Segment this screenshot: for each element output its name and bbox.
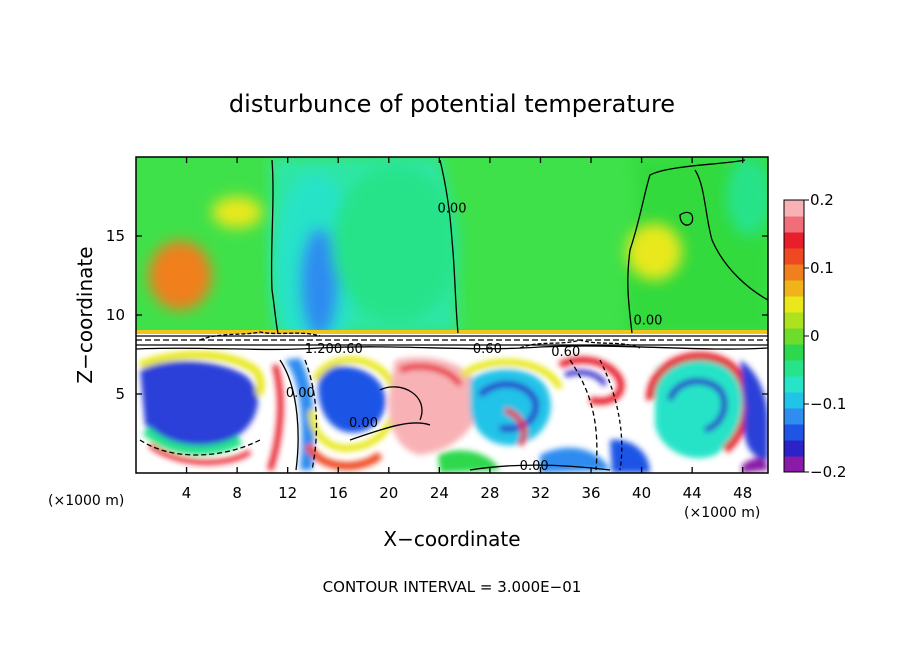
- x-unit-right: (×1000 m): [684, 505, 760, 521]
- cold-swirl-far-right: [655, 356, 743, 459]
- colorbar-tick-label: −0.2: [810, 463, 846, 481]
- colorbar-swatch: [784, 328, 804, 345]
- inversion-band: [136, 333, 768, 353]
- warm-ring-left: [138, 351, 265, 397]
- x-tick-label: 44: [683, 484, 702, 502]
- colorbar-swatch: [784, 376, 804, 393]
- colorbar-swatch: [784, 456, 804, 473]
- cold-pool-left: [140, 360, 258, 448]
- colorbar-tick-label: −0.1: [810, 395, 846, 413]
- colorbar-swatch: [784, 264, 804, 281]
- contour-label: 0.60: [334, 342, 363, 357]
- plot-area: 0.000.001.20 0.60 0.600.600.000.000.00: [136, 157, 768, 474]
- x-tick-label: 20: [379, 484, 398, 502]
- x-tick-label: 16: [329, 484, 348, 502]
- colorbar-swatch: [784, 248, 804, 265]
- lower-layer-field: [136, 351, 768, 473]
- x-tick-label: 32: [531, 484, 550, 502]
- field-feature-cold: [726, 157, 768, 236]
- x-tick-label: 36: [581, 484, 600, 502]
- colorbar-swatch: [784, 392, 804, 409]
- y-tick-label: 5: [115, 385, 125, 403]
- field-feature-cold: [300, 228, 339, 339]
- field-feature-cold: [331, 164, 459, 323]
- x-tick-label: 8: [232, 484, 242, 502]
- x-tick-label: 48: [733, 484, 752, 502]
- colorbar-swatch: [784, 232, 804, 249]
- x-tick-label: 28: [480, 484, 499, 502]
- field-feature-warm: [626, 223, 683, 281]
- colorbar-swatch: [784, 360, 804, 377]
- colorbar-swatch: [784, 280, 804, 297]
- x-tick-label: 40: [632, 484, 651, 502]
- colorbar: 0.2 0.1 0 −0.1 −0.2: [783, 191, 846, 481]
- contour-interval-footer: CONTOUR INTERVAL = 3.000E−01: [323, 578, 582, 596]
- cold-column: [285, 358, 315, 470]
- y-axis-ticks: 5 10 15: [106, 227, 768, 403]
- colorbar-swatch: [784, 344, 804, 361]
- cold-swirl-center: [318, 366, 386, 433]
- colorbar-swatch: [784, 440, 804, 457]
- colorbar-tick-label: 0: [810, 327, 820, 345]
- field-feature-layer: [148, 157, 768, 363]
- contour-label: 0.00: [349, 416, 378, 431]
- x-tick-label: 24: [430, 484, 449, 502]
- contour-lines: [136, 159, 768, 471]
- colorbar-swatch: [784, 296, 804, 313]
- inversion-band-top: [136, 330, 768, 334]
- colorbar-swatch: [784, 312, 804, 329]
- contour-label: 0.60: [551, 345, 580, 360]
- chart-title: disturbunce of potential temperature: [229, 90, 675, 118]
- field-feature-warm: [148, 240, 212, 311]
- contour-labels: 0.000.001.20 0.60 0.600.600.000.000.00: [286, 201, 663, 474]
- x-tick-label: 4: [182, 484, 192, 502]
- x-axis-title: X−coordinate: [383, 527, 520, 551]
- field-feature-warm: [211, 196, 263, 229]
- contour-label: 0.00: [286, 386, 315, 401]
- x-axis-ticks: 4 8 12 16 20 24 28 32 36 40 44 48: [182, 157, 752, 502]
- colorbar-swatch: [784, 216, 804, 233]
- contour-label: 1.20: [305, 342, 334, 357]
- colorbar-swatch: [784, 200, 804, 217]
- contour-label: 0.00: [520, 459, 549, 474]
- y-axis-title: Z−coordinate: [73, 246, 97, 383]
- colorbar-tick-label: 0.1: [810, 259, 834, 277]
- colorbar-swatch: [784, 424, 804, 441]
- x-unit-left: (×1000 m): [48, 493, 124, 509]
- colorbar-swatch: [784, 408, 804, 425]
- y-tick-label: 10: [106, 306, 125, 324]
- colorbar-tick-label: 0.2: [810, 191, 834, 209]
- contour-label: 0.00: [438, 201, 467, 216]
- x-tick-label: 12: [278, 484, 297, 502]
- contour-label: 0.00: [633, 313, 662, 328]
- contour-label: 0.60: [473, 342, 502, 357]
- y-tick-label: 15: [106, 227, 125, 245]
